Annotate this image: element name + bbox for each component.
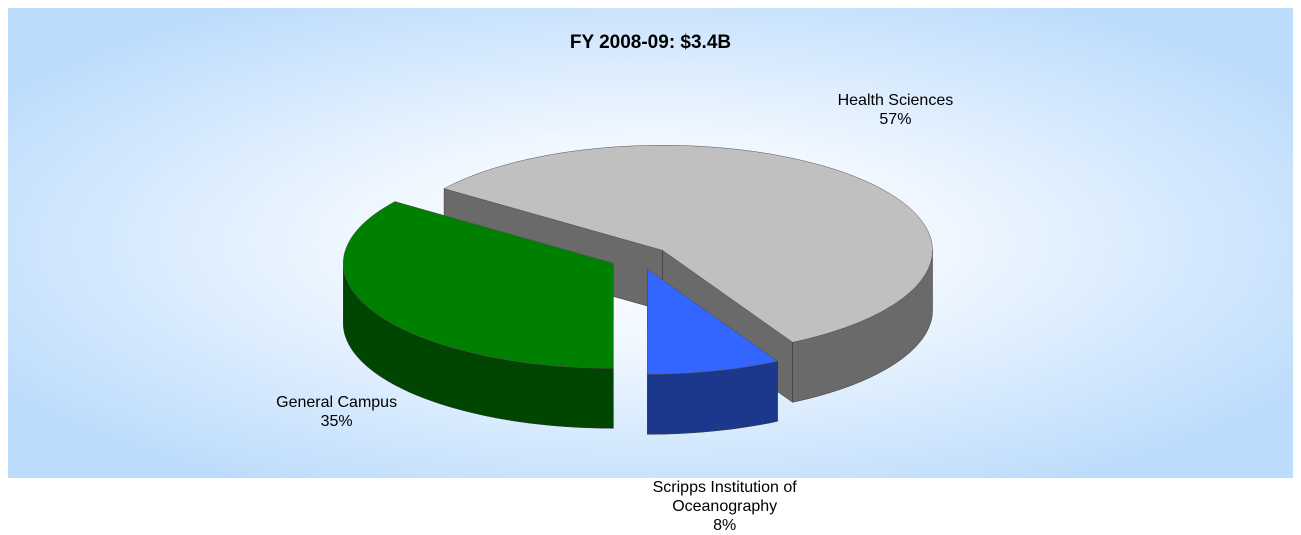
slice-label: General Campus 35% — [252, 393, 422, 431]
value-label: 35% — [320, 413, 353, 431]
value-label: 8% — [713, 516, 737, 534]
slice-top — [343, 201, 614, 369]
slice-label: Health Sciences 57% — [810, 91, 980, 129]
value-label: 57% — [879, 110, 912, 128]
pie-area — [343, 145, 933, 435]
category-name: Scripps Institution of Oceanography — [652, 478, 797, 515]
slice-top — [647, 268, 779, 375]
category-name: General Campus — [276, 394, 398, 412]
slice-label: Scripps Institution of Oceanography 8% — [640, 478, 810, 535]
chart-title: FY 2008-09: $3.4B — [569, 32, 732, 53]
slice-top — [443, 145, 933, 343]
chart: FY 2008-09: $3.4B Health Sciences 57% Scri… — [8, 8, 1293, 534]
category-name: Health Sciences — [837, 91, 954, 109]
